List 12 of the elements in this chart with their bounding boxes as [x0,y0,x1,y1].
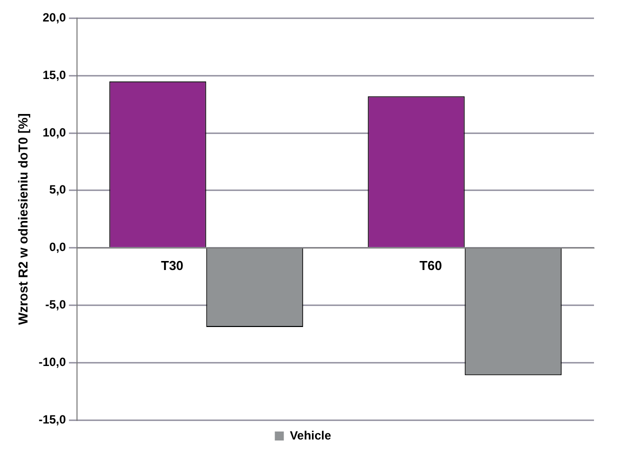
y-axis-title: Wzrost R2 w odniesieniu doT0 [%] [15,113,30,325]
legend-label: Vehicle [290,428,332,442]
y-tick-label: 15,0 [42,68,66,82]
y-tick-label: -10,0 [38,354,66,369]
y-tick-label: 5,0 [49,182,66,197]
y-tick-label: 20,0 [42,10,66,25]
y-tick-label: -15,0 [38,412,66,426]
x-tick-label: T30 [161,258,184,274]
y-tick-label: -5,0 [45,298,66,312]
y-tick-label: 0,0 [49,240,66,254]
x-tick-label: T60 [420,258,442,274]
y-tick-label: 10,0 [42,125,66,140]
